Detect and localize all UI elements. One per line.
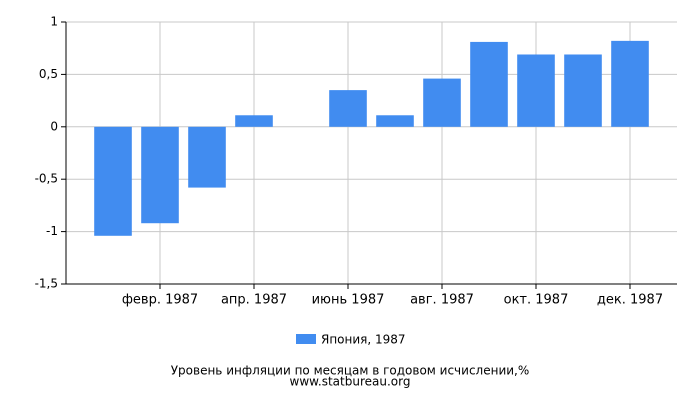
- legend-swatch: [296, 334, 316, 344]
- bar: [235, 115, 273, 127]
- x-tick-label: апр. 1987: [221, 293, 287, 308]
- x-tick-label: июнь 1987: [312, 293, 385, 308]
- bar: [423, 78, 461, 127]
- y-tick-label: 0,5: [39, 67, 58, 81]
- y-tick-label: -1,5: [35, 277, 58, 291]
- bar: [611, 40, 649, 127]
- y-tick-label: 0: [50, 119, 58, 133]
- chart-title: Уровень инфляции по месяцам в годовом ис…: [171, 364, 530, 378]
- bar: [141, 126, 179, 224]
- x-tick-label: дек. 1987: [597, 293, 663, 308]
- x-tick-label: авг. 1987: [410, 293, 474, 308]
- bar: [94, 126, 132, 236]
- bar: [329, 90, 367, 127]
- y-tick-label: 1: [50, 15, 58, 29]
- y-tick-label: -1: [46, 224, 58, 238]
- legend-label: Япония, 1987: [321, 333, 406, 347]
- bar: [564, 54, 602, 127]
- bar: [517, 54, 555, 127]
- source: www.statbureau.org: [290, 375, 411, 389]
- bar: [188, 126, 226, 188]
- bar: [376, 115, 414, 127]
- x-tick-label: февр. 1987: [122, 293, 198, 308]
- y-tick-label: -0,5: [35, 172, 58, 186]
- bar: [470, 41, 508, 127]
- x-tick-label: окт. 1987: [504, 293, 569, 308]
